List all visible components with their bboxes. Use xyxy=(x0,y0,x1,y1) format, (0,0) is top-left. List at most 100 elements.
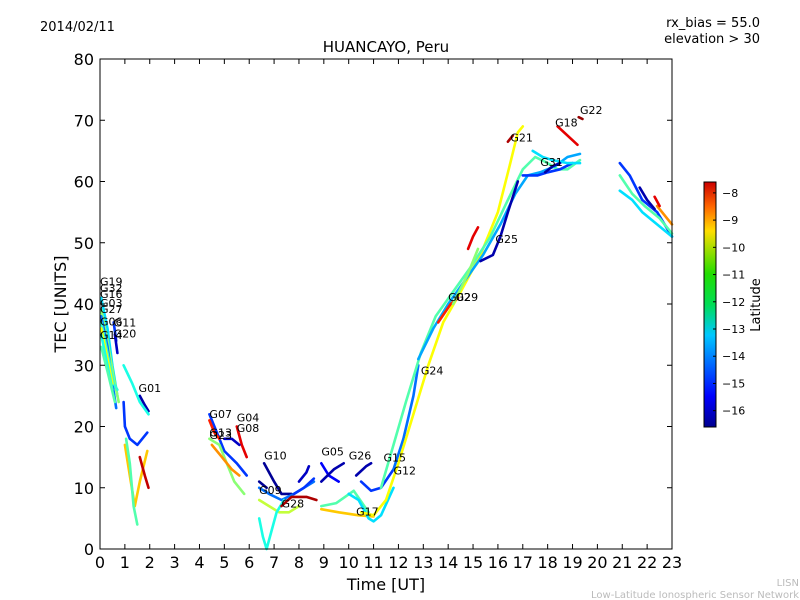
x-tick-label: 22 xyxy=(637,553,657,572)
series-line-g18 xyxy=(556,125,579,147)
series-line-g24c xyxy=(379,155,582,490)
satellite-label: G32 xyxy=(100,282,123,295)
y-tick-label: 30 xyxy=(74,356,94,375)
x-axis: 0 1 2 3 4 5 6 7 8 9 10 11 12 13 14 15 16 17 18 19 20 21 22 23 xyxy=(95,59,682,572)
colorbar-label: Latitude xyxy=(749,278,764,332)
series-line-g29 xyxy=(451,247,480,306)
satellite-label: G13 xyxy=(209,426,232,439)
series-line-g25 xyxy=(479,180,520,263)
series-line-g14 xyxy=(99,345,117,404)
series-line-g28c xyxy=(292,477,316,496)
x-tick-label: 16 xyxy=(488,553,508,572)
series-line-g01 xyxy=(138,394,150,413)
series-line-g28d xyxy=(297,465,311,483)
series-line-g25b xyxy=(466,226,480,251)
satellite-label: G10 xyxy=(264,450,287,463)
credit-line-2: Low-Latitude Ionospheric Sensor Network xyxy=(591,590,799,600)
series-line-g24 xyxy=(392,364,420,471)
satellite-label: G02 xyxy=(448,291,471,304)
x-tick-label: 14 xyxy=(438,553,458,572)
series-line-g22d xyxy=(618,189,674,238)
series-line-g28 xyxy=(280,495,318,508)
y-axis: 0 10 20 30 40 50 60 70 80 xyxy=(74,50,672,559)
x-tick-label: 23 xyxy=(662,553,682,572)
series-line-g12 xyxy=(359,468,395,493)
satellite-label: G27 xyxy=(100,303,123,316)
x-tick-label: 15 xyxy=(463,553,483,572)
series-line-g01e xyxy=(124,437,139,526)
series-line-g15 xyxy=(347,486,395,523)
satellite-label: G23 xyxy=(209,429,232,442)
series-line-g07 xyxy=(208,413,248,477)
series-line-g22e xyxy=(638,186,656,211)
credit-line-1: LISN xyxy=(777,578,799,589)
series-line-g22c xyxy=(618,174,674,235)
series-line-g26 xyxy=(320,462,345,483)
satellite-label: G14 xyxy=(100,329,123,342)
satellite-label: G19 xyxy=(100,276,123,289)
x-tick-label: 21 xyxy=(612,553,632,572)
series-line-g20 xyxy=(113,333,119,355)
satellite-label: G16 xyxy=(100,288,123,301)
series-line-g09c xyxy=(257,498,286,551)
satellite-label: G26 xyxy=(349,450,372,463)
colorbar-tick-label: −11 xyxy=(722,269,745,282)
x-tick-label: 18 xyxy=(537,553,557,572)
series-line-g10 xyxy=(262,462,293,496)
satellite-label: G12 xyxy=(393,464,416,477)
series-line-g24b xyxy=(359,125,525,517)
satellite-label: G08 xyxy=(237,422,260,435)
satellite-label: G21 xyxy=(510,132,533,145)
y-tick-label: 40 xyxy=(74,295,94,314)
satellite-label: G03 xyxy=(100,297,123,310)
colorbar-tick-label: −13 xyxy=(722,323,745,336)
x-tick-label: 7 xyxy=(269,553,279,572)
series-line-g22 xyxy=(577,115,584,121)
series-line-g01b xyxy=(122,364,150,416)
y-tick-label: 70 xyxy=(74,111,94,130)
x-tick-label: 2 xyxy=(145,553,155,572)
series-line-g24d xyxy=(417,152,582,361)
rx-bias-label: rx_bias = 55.0 xyxy=(666,16,760,31)
chart-title: HUANCAYO, Peru xyxy=(323,38,449,56)
series-line-g01c xyxy=(122,400,149,447)
series-line-g23 xyxy=(210,443,241,477)
y-tick-label: 20 xyxy=(74,418,94,437)
y-tick-label: 50 xyxy=(74,234,94,253)
series-line-g09 xyxy=(257,498,301,514)
y-axis-label: TEC [UNITS] xyxy=(51,256,70,354)
series-line-g17b xyxy=(320,489,370,514)
series-line-g28b xyxy=(257,480,268,490)
series-line-g15b xyxy=(354,462,373,477)
series-line-g21 xyxy=(506,134,515,143)
x-tick-label: 19 xyxy=(562,553,582,572)
x-tick-label: 3 xyxy=(170,553,180,572)
x-tick-label: 20 xyxy=(587,553,607,572)
x-tick-label: 1 xyxy=(120,553,130,572)
x-tick-label: 4 xyxy=(194,553,204,572)
series-line-g22g xyxy=(653,195,661,208)
series-line-g31b xyxy=(531,149,582,165)
satellite-label: G18 xyxy=(555,116,578,129)
x-tick-label: 8 xyxy=(294,553,304,572)
x-tick-label: 0 xyxy=(95,553,105,572)
satellite-label: G24 xyxy=(421,364,444,377)
elevation-label: elevation > 30 xyxy=(664,32,760,47)
colorbar xyxy=(703,181,717,428)
x-tick-label: 11 xyxy=(363,553,383,572)
satellite-label: G04 xyxy=(237,412,260,425)
colorbar-tick-label: −16 xyxy=(722,405,745,418)
satellite-label: G07 xyxy=(209,408,232,421)
x-tick-label: 17 xyxy=(513,553,533,572)
x-axis-label: Time [UT] xyxy=(346,575,425,594)
satellite-label: G15 xyxy=(384,451,407,464)
y-tick-label: 0 xyxy=(84,540,94,559)
colorbar-tick-label: −12 xyxy=(722,296,745,309)
colorbar-tick-label: −14 xyxy=(722,350,745,363)
series-line-g08b xyxy=(208,419,221,441)
series-line-g08 xyxy=(223,437,241,447)
satellite-label: G29 xyxy=(456,291,479,304)
colorbar-tick-label: −8 xyxy=(722,187,738,200)
x-tick-label: 12 xyxy=(388,553,408,572)
